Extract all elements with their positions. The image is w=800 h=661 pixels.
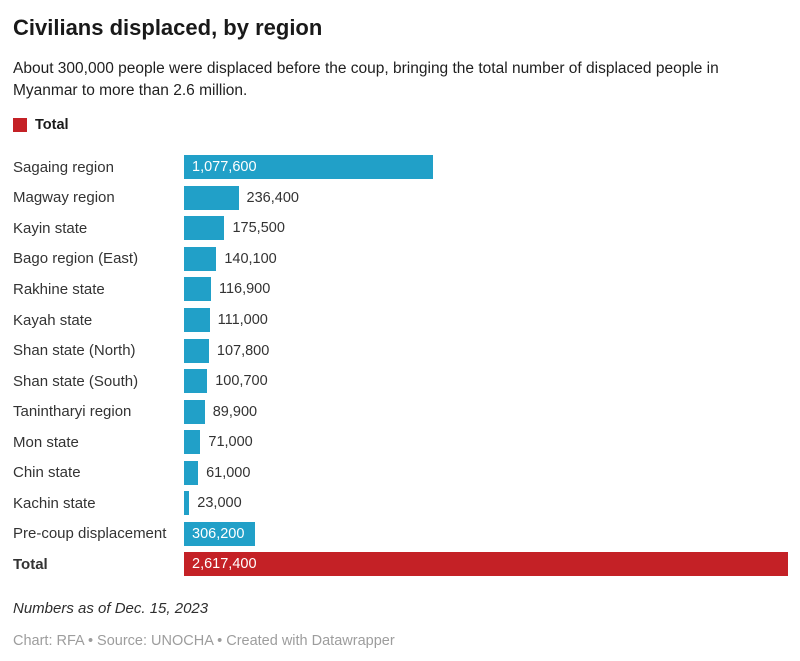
legend-swatch bbox=[13, 118, 27, 132]
bar-area: 89,900 bbox=[184, 399, 788, 424]
bar-area: 61,000 bbox=[184, 460, 788, 485]
bar bbox=[184, 369, 208, 394]
bar-area: 306,200 bbox=[184, 521, 788, 546]
bar-value: 71,000 bbox=[208, 434, 253, 451]
bar-value: 175,500 bbox=[232, 220, 285, 237]
bar bbox=[184, 430, 201, 455]
row-label: Rakhine state bbox=[13, 280, 105, 298]
bar: 306,200 bbox=[184, 521, 255, 546]
row-label: Shan state (North) bbox=[13, 342, 136, 360]
chart-row: Total 2,617,400 bbox=[12, 549, 788, 580]
row-label: Total bbox=[13, 555, 48, 573]
chart-subtitle: About 300,000 people were displaced befo… bbox=[13, 60, 719, 99]
bar bbox=[184, 277, 211, 302]
row-label: Kayin state bbox=[13, 219, 88, 237]
row-label: Tanintharyi region bbox=[13, 403, 132, 421]
row-label: Shan state (South) bbox=[13, 372, 139, 390]
bar-value: 61,000 bbox=[206, 464, 251, 481]
bar-area: 71,000 bbox=[184, 430, 788, 455]
footer-note: Numbers as of Dec. 15, 2023 bbox=[13, 599, 209, 617]
bar-value: 306,200 bbox=[192, 525, 245, 542]
bar bbox=[184, 246, 217, 271]
chart-row: Tanintharyi region 89,900 bbox=[12, 396, 788, 427]
bar-value: 1,077,600 bbox=[192, 159, 257, 176]
legend: Total bbox=[13, 117, 788, 133]
footer-byline: Chart: RFA • Source: UNOCHA • Created wi… bbox=[13, 633, 395, 650]
chart-row: Sagaing region 1,077,600 bbox=[12, 152, 788, 183]
chart-row: Shan state (North) 107,800 bbox=[12, 335, 788, 366]
bar-value: 89,900 bbox=[212, 403, 258, 420]
bar bbox=[184, 338, 209, 363]
chart-row: Pre-coup displacement 306,200 bbox=[12, 519, 788, 550]
row-label: Mon state bbox=[13, 433, 79, 451]
bar: 1,077,600 bbox=[184, 155, 433, 180]
bar-value: 23,000 bbox=[197, 495, 242, 512]
bar-value: 107,800 bbox=[216, 342, 270, 359]
chart-row: Kachin state 23,000 bbox=[12, 488, 788, 519]
row-label: Sagaing region bbox=[13, 158, 114, 176]
bar-area: 1,077,600 bbox=[184, 155, 788, 180]
bar bbox=[184, 399, 205, 424]
bar-value: 140,100 bbox=[224, 250, 277, 267]
row-label: Magway region bbox=[13, 189, 115, 207]
chart-rows: Sagaing region 1,077,600 Magway region 2… bbox=[12, 152, 788, 580]
bar-area: 2,617,400 bbox=[184, 552, 788, 577]
bar-value: 111,000 bbox=[217, 312, 268, 328]
bar-value: 236,400 bbox=[246, 189, 299, 206]
bar-value: 116,900 bbox=[218, 281, 271, 298]
chart-row: Kayin state 175,500 bbox=[12, 213, 788, 244]
bar bbox=[184, 185, 239, 210]
bar-value: 100,700 bbox=[215, 373, 268, 390]
chart-title: Civilians displaced, by region bbox=[13, 15, 323, 40]
chart-row: Rakhine state 116,900 bbox=[12, 274, 788, 305]
bar-area: 23,000 bbox=[184, 491, 788, 516]
row-label: Chin state bbox=[13, 464, 81, 482]
bar bbox=[184, 308, 210, 332]
bar bbox=[184, 491, 190, 516]
bar-area: 100,700 bbox=[184, 369, 788, 394]
row-label: Pre-coup displacement bbox=[13, 525, 167, 543]
bar: 2,617,400 bbox=[184, 552, 788, 577]
bar-area: 236,400 bbox=[184, 185, 788, 210]
row-label: Kachin state bbox=[13, 494, 96, 512]
bar-area: 107,800 bbox=[184, 338, 788, 363]
bar bbox=[184, 216, 225, 241]
bar-value: 2,617,400 bbox=[192, 556, 257, 573]
bar-area: 116,900 bbox=[184, 277, 788, 302]
chart-row: Magway region 236,400 bbox=[12, 183, 788, 214]
chart-row: Shan state (South) 100,700 bbox=[12, 366, 788, 397]
chart-row: Bago region (East) 140,100 bbox=[12, 244, 788, 275]
legend-label: Total bbox=[35, 117, 69, 133]
row-label: Bago region (East) bbox=[13, 250, 139, 268]
row-label: Kayah state bbox=[13, 311, 93, 329]
bar-area: 140,100 bbox=[184, 246, 788, 271]
bar-area: 111,000 bbox=[184, 308, 788, 332]
chart-row: Mon state 71,000 bbox=[12, 427, 788, 458]
chart-row: Kayah state 111,000 bbox=[12, 305, 788, 336]
bar bbox=[184, 460, 199, 485]
chart-row: Chin state 61,000 bbox=[12, 457, 788, 488]
bar-area: 175,500 bbox=[184, 216, 788, 241]
